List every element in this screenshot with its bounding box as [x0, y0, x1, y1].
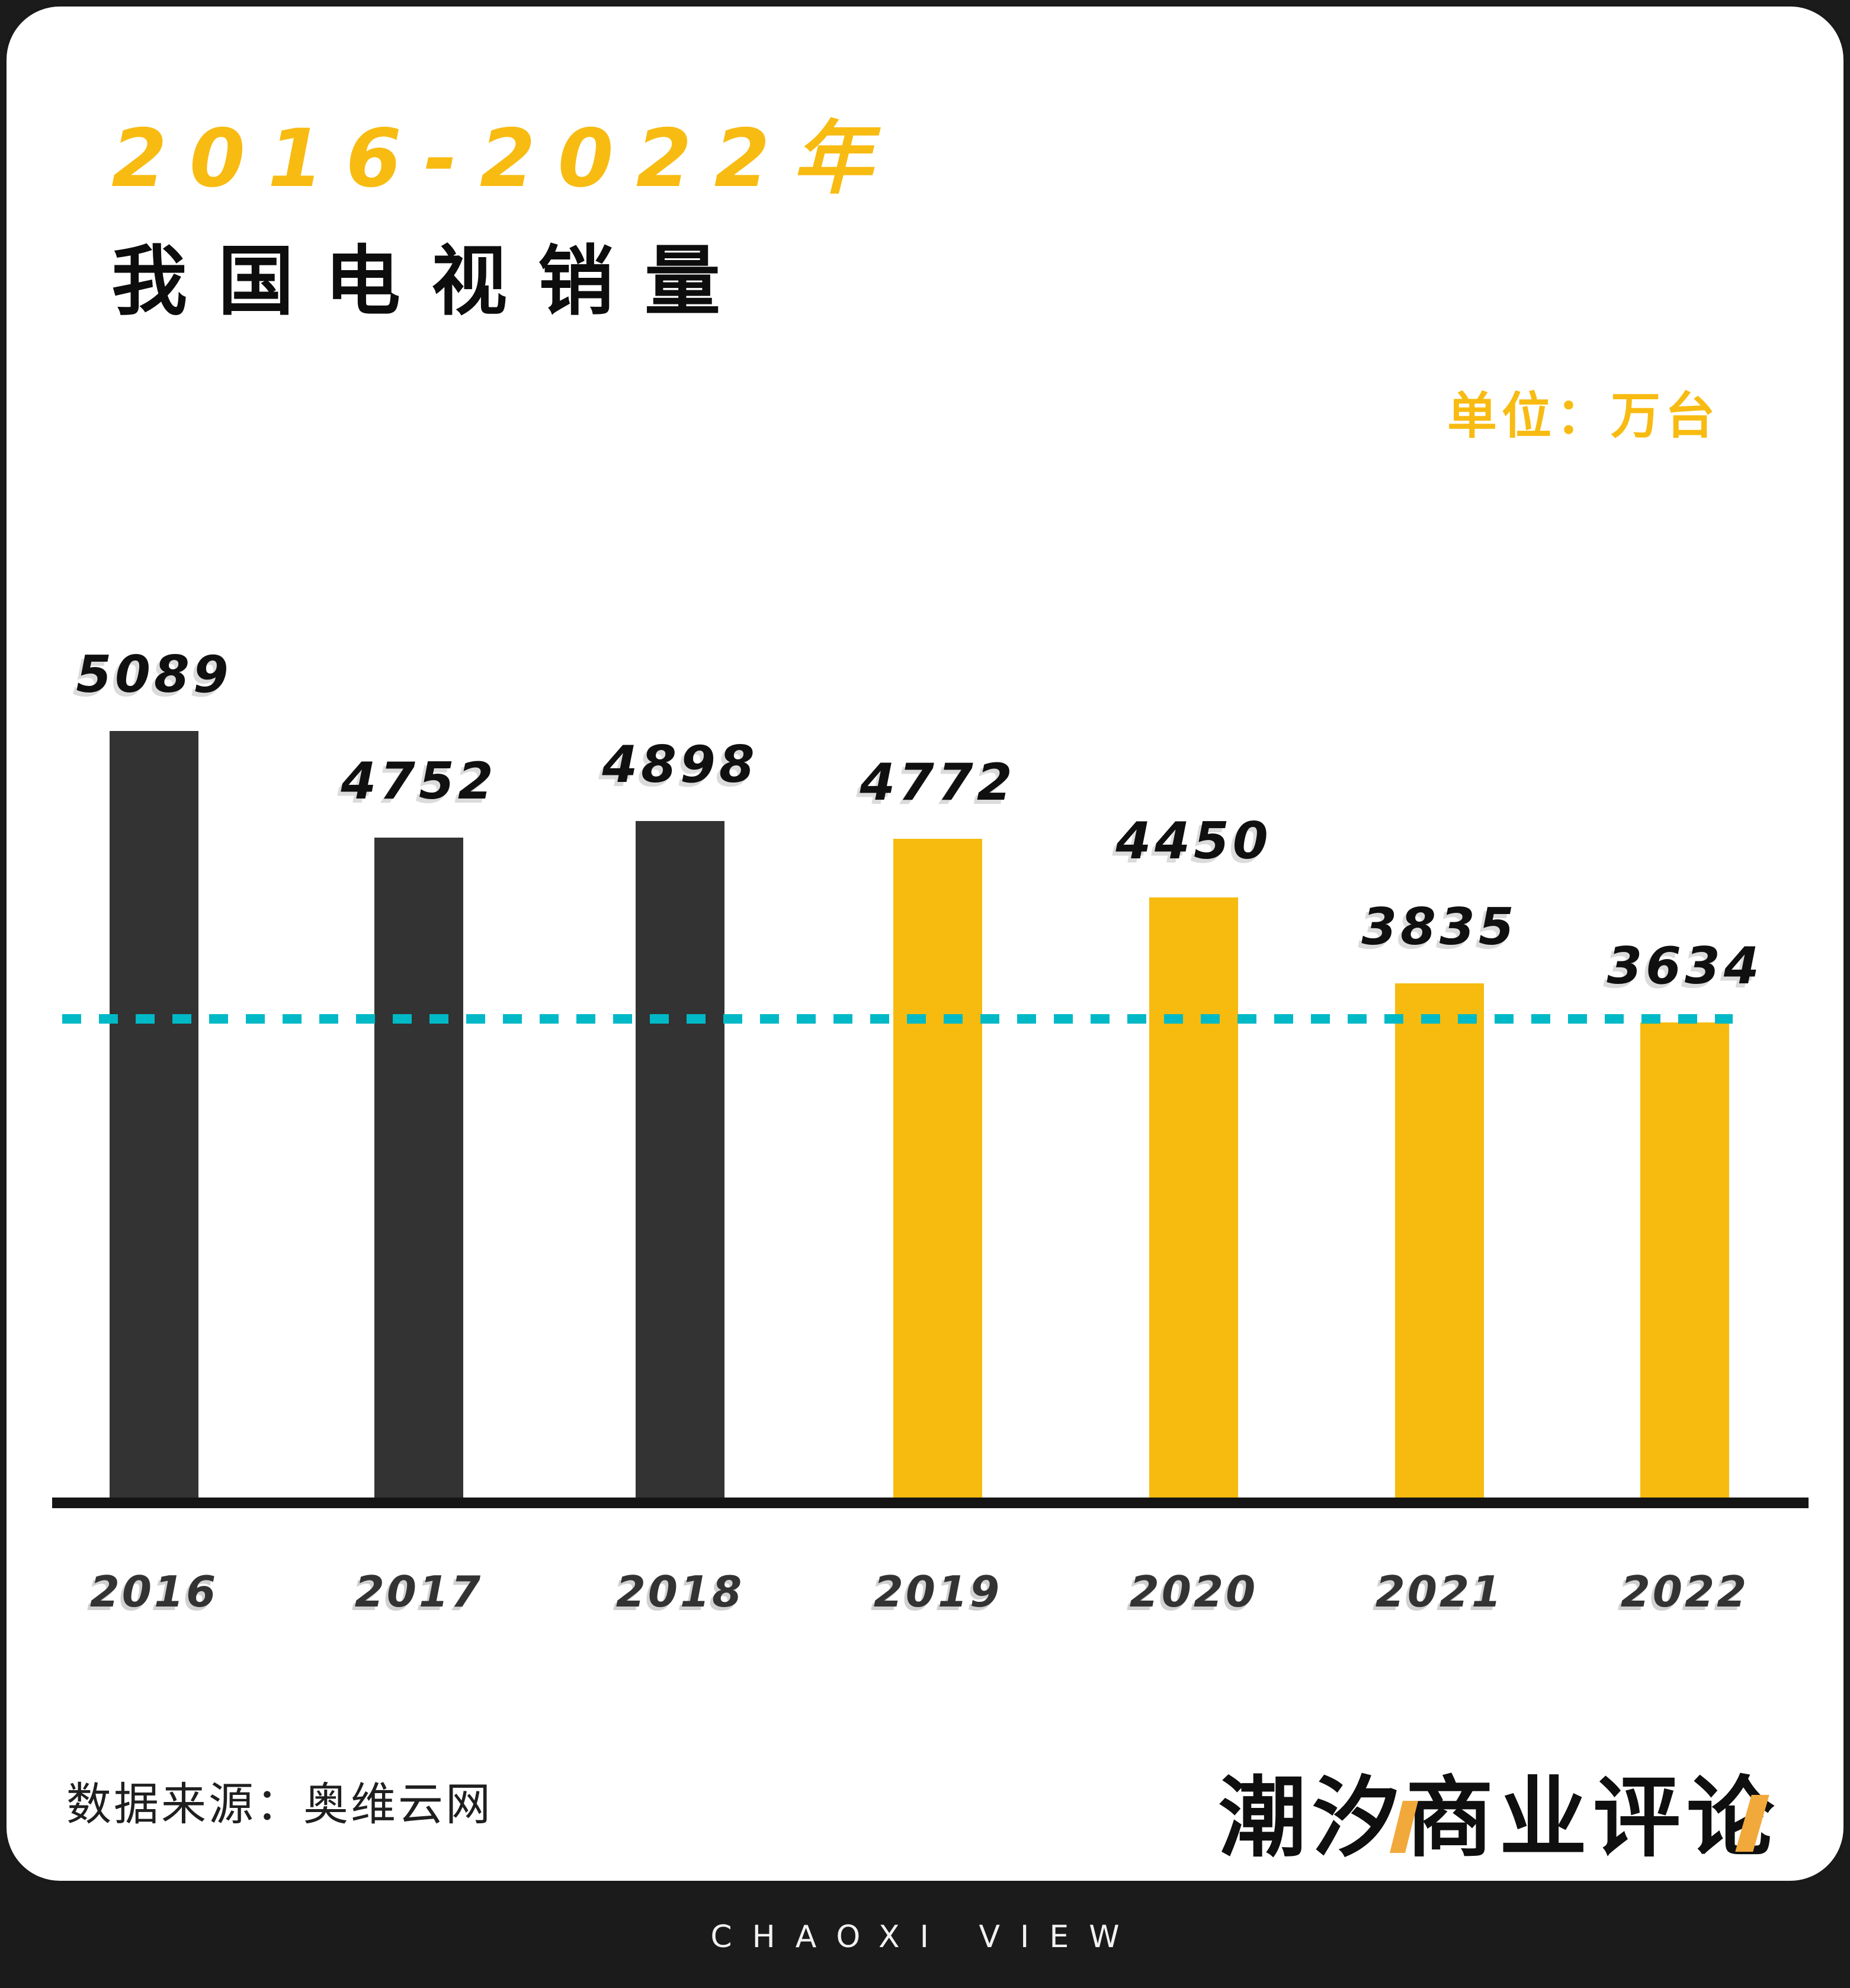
title-period: 2016-2022年: [111, 112, 895, 205]
bar-value-label-2019: 4772: [860, 753, 1016, 812]
bar-2019: [893, 839, 982, 1500]
bar-value-label-2022: 3634: [1607, 937, 1763, 996]
bottom-bar-caption: CHAOXI VIEW: [710, 1919, 1140, 1955]
page-title: 我国电视销量: [111, 238, 752, 326]
x-axis-label-2020: 2020: [1129, 1567, 1258, 1617]
x-axis-label-2022: 2022: [1620, 1567, 1749, 1617]
x-axis-label-2021: 2021: [1375, 1567, 1504, 1617]
unit-label: 单位：万台: [1447, 387, 1720, 445]
bar-2018: [636, 821, 724, 1500]
bar-2017: [374, 838, 463, 1500]
x-axis-label-2016: 2016: [89, 1567, 219, 1617]
bar-value-label-2021: 3835: [1361, 897, 1518, 957]
bar-2016: [110, 731, 198, 1500]
bar-2022: [1640, 1022, 1729, 1500]
x-axis-label-2018: 2018: [615, 1567, 745, 1617]
x-axis-label-2019: 2019: [873, 1567, 1002, 1617]
bar-2020: [1149, 897, 1238, 1500]
brand-logo: 潮汐商业评论: [1219, 1767, 1780, 1869]
bar-value-label-2018: 4898: [602, 735, 758, 794]
data-source-note: 数据来源：奥维云网: [66, 1778, 493, 1830]
bar-value-label-2016: 5089: [76, 645, 232, 704]
bar-value-label-2017: 4752: [341, 752, 497, 811]
bar-value-label-2020: 4450: [1115, 812, 1272, 871]
reference-dashed-line: [62, 1014, 1733, 1024]
x-axis-label-2017: 2017: [354, 1567, 483, 1617]
x-axis-line: [52, 1498, 1809, 1508]
bar-2021: [1395, 983, 1484, 1500]
